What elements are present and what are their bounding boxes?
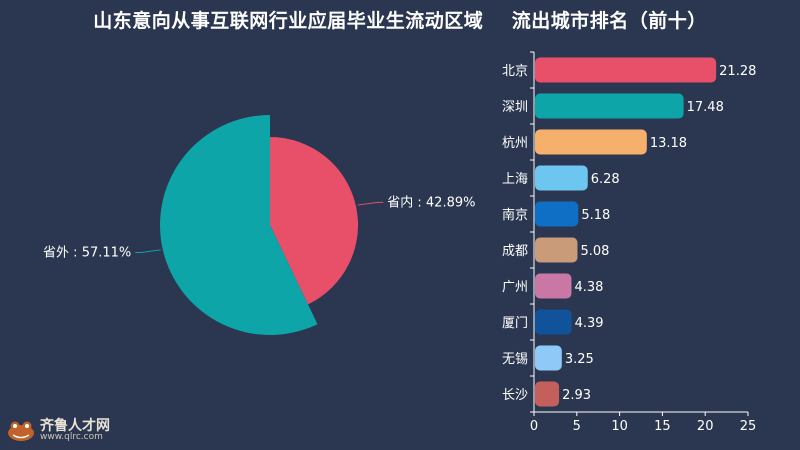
pie-chart: 省内 : 42.89% 省外 : 57.11% [43, 115, 475, 335]
bar-x-tick-label-5: 25 [740, 419, 757, 434]
bar-x-tick-label-3: 15 [654, 419, 671, 434]
bar-chart: 北京 21.28 深圳 17.48 杭州 13.18 上海 6.28 南京 5.18 成都 5.08 广… [502, 51, 757, 434]
bar-8 [535, 345, 562, 371]
frog-logo-icon [8, 421, 34, 441]
bar-category-label-7: 厦门 [502, 316, 528, 331]
bar-category-label-3: 上海 [502, 172, 528, 187]
bar-value-label-3: 6.28 [591, 172, 620, 187]
bar-4 [535, 201, 579, 227]
bar-category-label-0: 北京 [502, 64, 528, 79]
bar-x-tick-label-0: 0 [530, 419, 538, 434]
bar-1 [535, 93, 684, 119]
site-logo: 齐鲁人才网 www.qlrc.com [6, 418, 110, 442]
bar-value-label-5: 5.08 [580, 244, 609, 259]
bar-value-label-2: 13.18 [650, 136, 687, 151]
chart-title: 山东意向从事互联网行业应届毕业生流动区域 流出城市排名（前十） [93, 10, 707, 32]
bar-value-label-0: 21.28 [719, 64, 756, 79]
pie-label-leader-1 [135, 249, 161, 253]
bar-value-label-8: 3.25 [565, 352, 594, 367]
bar-category-label-8: 无锡 [502, 352, 528, 367]
pie-label-leader-0 [357, 201, 384, 206]
bar-x-tick-label-1: 5 [573, 419, 581, 434]
bar-value-label-6: 4.38 [574, 280, 603, 295]
bar-value-label-9: 2.93 [562, 388, 591, 403]
bar-value-label-7: 4.39 [575, 316, 604, 331]
bar-category-label-2: 杭州 [502, 136, 528, 151]
pie-label-1: 省外 : 57.11% [43, 245, 131, 260]
pie-slice-1 [159, 115, 318, 335]
bar-0 [535, 57, 717, 83]
logo-name: 齐鲁人才网 [40, 417, 110, 434]
bar-x-tick-label-2: 10 [611, 419, 628, 434]
pie-slice-0 [270, 137, 359, 305]
pie-label-0: 省内 : 42.89% [387, 194, 475, 210]
bar-6 [535, 273, 572, 299]
bar-3 [535, 165, 588, 191]
bar-2 [535, 129, 647, 155]
bar-category-label-6: 广州 [502, 280, 528, 295]
bar-category-label-1: 深圳 [502, 100, 528, 115]
bar-7 [535, 309, 572, 335]
bar-5 [535, 237, 578, 263]
bar-x-tick-label-4: 20 [697, 419, 714, 434]
bar-category-label-9: 长沙 [502, 388, 528, 403]
bar-value-label-4: 5.18 [581, 208, 610, 223]
bar-value-label-1: 17.48 [687, 100, 724, 115]
bar-9 [535, 381, 560, 407]
bar-category-label-5: 成都 [502, 244, 528, 259]
bar-category-label-4: 南京 [502, 207, 528, 223]
logo-url: www.qlrc.com [40, 431, 103, 442]
